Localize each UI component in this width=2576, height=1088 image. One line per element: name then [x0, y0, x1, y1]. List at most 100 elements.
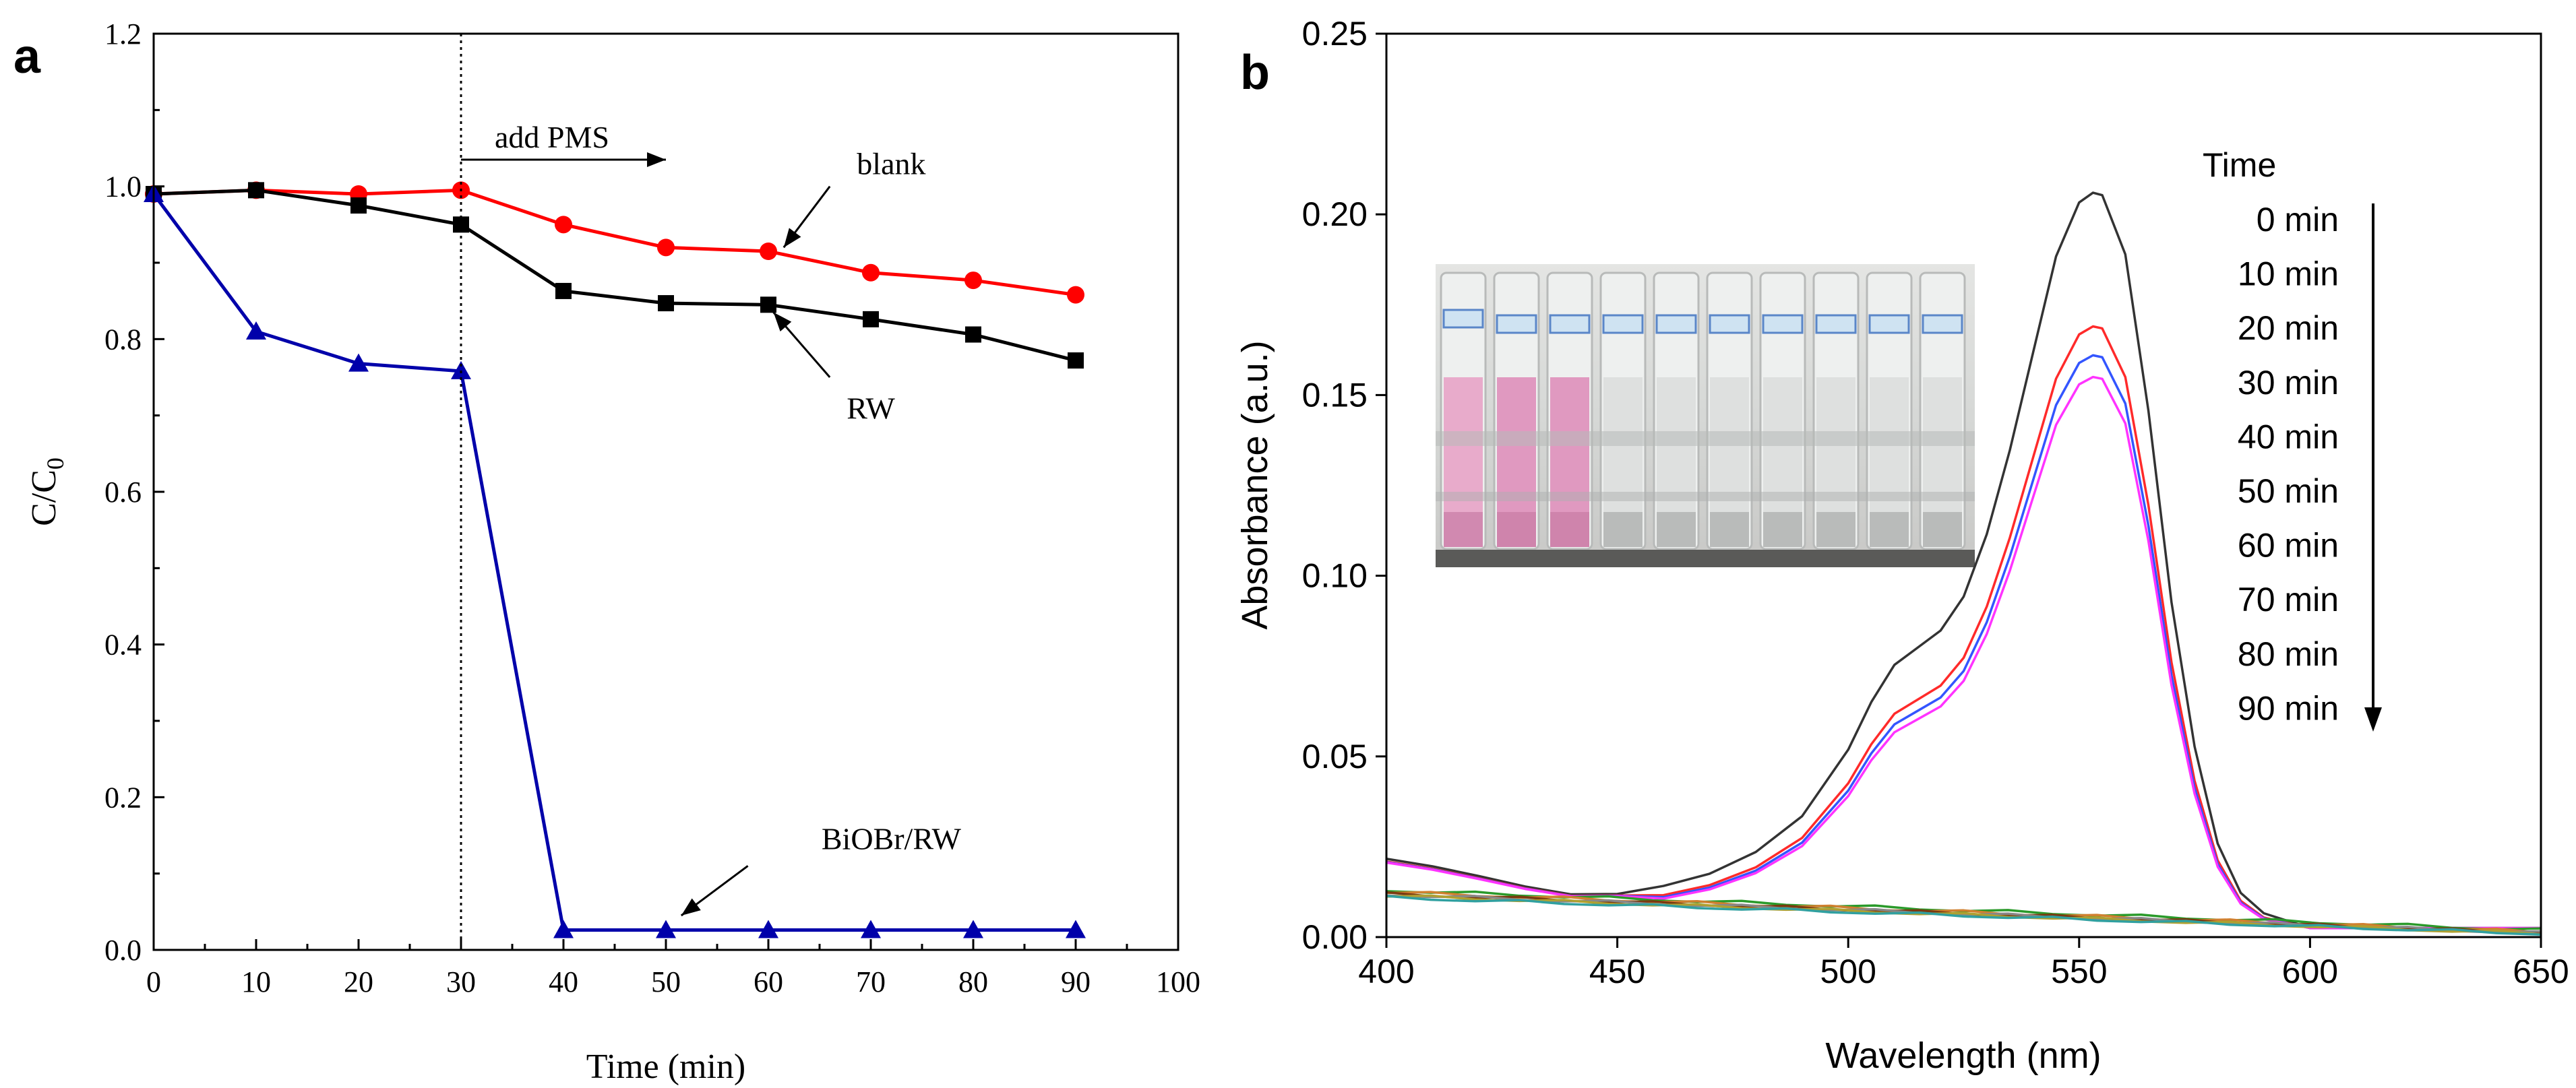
panel-a: a 0 10 20 30 40 50 60 70 80 90 100 0.0 0.2 0.4 0.6 0.8 1…	[13, 18, 1200, 1086]
panel-a-annotations: add PMS blank RW BiOBr/RW	[461, 120, 962, 917]
legend-item: 50 min	[2238, 472, 2339, 510]
x-tick-label: 400	[1358, 953, 1414, 990]
data-point-biobrrw	[656, 920, 676, 938]
data-point-rw	[760, 296, 776, 313]
legend-item: 40 min	[2238, 418, 2339, 455]
series-line-rw	[153, 188, 1076, 362]
x-tick-label: 40	[549, 965, 578, 998]
panel-b-ticks: 400 450 500 550 600 650 0.00 0.05 0.10 0.15 0.20 0.…	[1302, 15, 2569, 990]
data-point-rw	[658, 295, 674, 312]
data-point-biobrrw	[963, 920, 983, 938]
data-point-biobrrw	[348, 353, 369, 372]
y-tick-label: 0.15	[1302, 376, 1368, 414]
data-point-rw	[1068, 352, 1084, 369]
annotation-addpms-arrowhead	[647, 152, 666, 167]
vial-bottom-shadow	[1763, 512, 1802, 547]
time-legend: Time 0 min 10 min 20 min 30 min 40 min 50 min…	[2203, 146, 2382, 732]
vial-label	[1602, 314, 1644, 334]
legend-item: 70 min	[2238, 581, 2339, 618]
vial-bottom-shadow	[1710, 512, 1749, 547]
series-line-biobrrw	[152, 193, 1076, 932]
y-tick-label: 1.0	[104, 170, 142, 203]
panel-b-x-axis-label: Wavelength (nm)	[1825, 1035, 2101, 1076]
legend-item: 90 min	[2238, 689, 2339, 727]
vial-label	[1549, 314, 1591, 334]
x-tick-label: 90	[1061, 965, 1091, 998]
panel-a-y-axis-label: C/C0	[25, 457, 69, 526]
vial-label	[1762, 314, 1804, 334]
vial-label	[1442, 309, 1484, 329]
rack-band	[1436, 492, 1975, 501]
panel-letter-b: b	[1240, 46, 1270, 100]
rack-band	[1436, 431, 1975, 446]
x-tick-label: 20	[344, 965, 373, 998]
vial-bottom-shadow	[1444, 512, 1483, 547]
annotation-blank-arrowhead	[783, 228, 801, 248]
vial-label	[1709, 314, 1750, 334]
legend-item: 20 min	[2238, 309, 2339, 347]
data-point-blank	[657, 238, 675, 257]
data-point-rw	[248, 182, 264, 199]
vial-photo-inset	[1436, 264, 1975, 567]
data-point-biobrrw	[553, 920, 574, 938]
y-tick-label: 0.05	[1302, 738, 1368, 775]
x-tick-label: 50	[651, 965, 681, 998]
data-point-rw	[350, 197, 367, 214]
panel-a-x-axis-label: Time (min)	[586, 1048, 745, 1086]
spectrum-50min	[1386, 891, 2542, 934]
series-line-blank	[153, 188, 1076, 297]
y-tick-label: 0.00	[1302, 918, 1368, 956]
legend-item: 30 min	[2238, 364, 2339, 402]
vial-label	[1655, 314, 1697, 334]
vial-label	[1496, 314, 1537, 334]
x-tick-label: 30	[446, 965, 476, 998]
spectrum-0min	[1386, 191, 2541, 930]
data-point-rw	[863, 311, 879, 327]
x-tick-label: 550	[2051, 953, 2107, 990]
legend-item: 10 min	[2238, 255, 2339, 293]
x-tick-label: 70	[856, 965, 886, 998]
y-tick-label: 0.2	[104, 781, 142, 814]
panel-b: b 400 450 500 550 600 650 0.00 0.05 0.10 0.15 0.20…	[1235, 15, 2569, 1076]
annotation-addpms-label: add PMS	[495, 120, 609, 154]
data-point-blank	[760, 243, 777, 260]
panel-a-ticks: 0 10 20 30 40 50 60 70 80 90 100 0.0 0.2 0.4 0.6 0.8 1.0…	[104, 18, 1200, 998]
annotation-biobrrw-arrowhead	[681, 898, 701, 916]
y-tick-label: 0.0	[104, 934, 142, 967]
panel-letter-a: a	[13, 30, 41, 84]
panel-b-y-axis-label: Absorbance (a.u.)	[1235, 340, 1275, 629]
data-point-biobrrw	[758, 920, 778, 938]
legend-item: 80 min	[2238, 635, 2339, 673]
annotation-blank-label: blank	[857, 147, 925, 181]
x-tick-label: 450	[1589, 953, 1645, 990]
y-tick-label: 0.6	[104, 476, 142, 509]
vial-label	[1868, 314, 1910, 334]
panel-b-axes-frame	[1385, 32, 2542, 938]
data-point-blank	[1067, 286, 1084, 304]
y-tick-label: 0.25	[1302, 15, 1368, 53]
data-point-biobrrw	[246, 321, 266, 340]
x-tick-label: 80	[958, 965, 988, 998]
vial-bottom-shadow	[1870, 512, 1909, 547]
legend-time-arrow-head	[2364, 707, 2382, 732]
panel-b-series	[1386, 191, 2542, 936]
x-tick-label: 500	[1820, 953, 1876, 990]
data-point-rw	[555, 282, 572, 299]
x-tick-label: 650	[2513, 953, 2569, 990]
vial-bottom-shadow	[1923, 512, 1962, 547]
data-point-blank	[555, 216, 572, 234]
y-tick-label: 0.4	[104, 629, 142, 662]
data-point-biobrrw	[451, 360, 471, 379]
vial-bottom-shadow	[1603, 512, 1643, 547]
annotation-biobrrw-label: BiOBr/RW	[822, 822, 962, 856]
vial-bottom-shadow	[1657, 512, 1696, 547]
y-tick-label: 0.20	[1302, 195, 1368, 233]
x-tick-label: 100	[1156, 965, 1200, 998]
y-tick-label: 1.2	[104, 18, 142, 51]
data-point-blank	[862, 263, 880, 282]
data-point-biobrrw	[1066, 920, 1086, 938]
x-tick-label: 0	[146, 965, 161, 998]
annotation-rw-label: RW	[847, 391, 895, 425]
data-point-biobrrw	[861, 920, 881, 938]
vial-bottom-shadow	[1816, 512, 1856, 547]
